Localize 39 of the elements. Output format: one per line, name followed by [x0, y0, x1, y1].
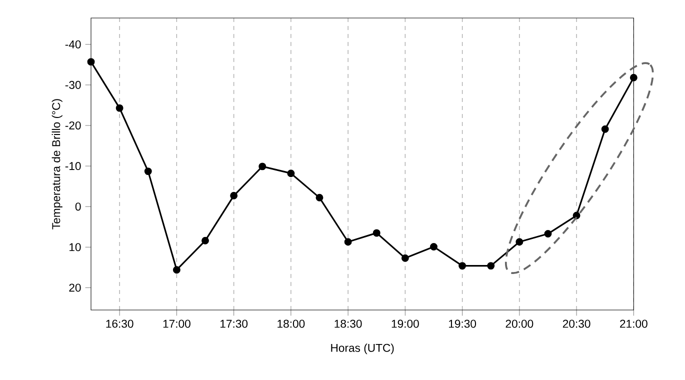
point: [87, 58, 95, 66]
point: [572, 212, 580, 220]
point: [430, 243, 438, 250]
x-tick-label: 16:30: [106, 320, 134, 328]
point: [516, 238, 524, 246]
y-tick-label: 20: [69, 284, 81, 292]
point: [172, 266, 180, 274]
y-axis-title: Temperatura de Brillo (°C): [52, 99, 62, 230]
y-tick-label: -30: [65, 80, 81, 89]
point: [601, 125, 609, 133]
point: [144, 168, 152, 176]
point: [287, 170, 295, 178]
point: [458, 262, 466, 270]
point: [487, 262, 495, 270]
point: [401, 254, 409, 262]
x-axis-title: Horas (UTC): [331, 344, 394, 354]
y-tick-label: -20: [65, 121, 81, 130]
y-tick-label: -10: [65, 162, 81, 170]
x-tick-label: 17:00: [163, 320, 190, 328]
y-tick-label: 10: [70, 243, 81, 252]
point: [372, 229, 380, 237]
point: [230, 192, 238, 200]
point: [258, 162, 266, 170]
x-tick-label: 21:00: [620, 320, 648, 328]
y-tick-label: -40: [65, 40, 81, 48]
point: [544, 230, 552, 238]
x-tick-label: 18:30: [334, 320, 362, 328]
point: [202, 236, 209, 244]
x-tick-label: 20:00: [506, 320, 534, 328]
x-tick-label: 20:30: [562, 320, 590, 328]
point: [344, 238, 352, 246]
x-tick-label: 19:30: [448, 320, 476, 328]
point: [630, 74, 638, 82]
point: [116, 104, 124, 112]
point: [316, 194, 324, 202]
x-tick-label: 19:00: [392, 320, 419, 328]
y-tick-label: 0: [75, 202, 81, 211]
x-tick-label: 17:30: [220, 320, 248, 328]
x-tick-label: 18:00: [278, 320, 305, 328]
